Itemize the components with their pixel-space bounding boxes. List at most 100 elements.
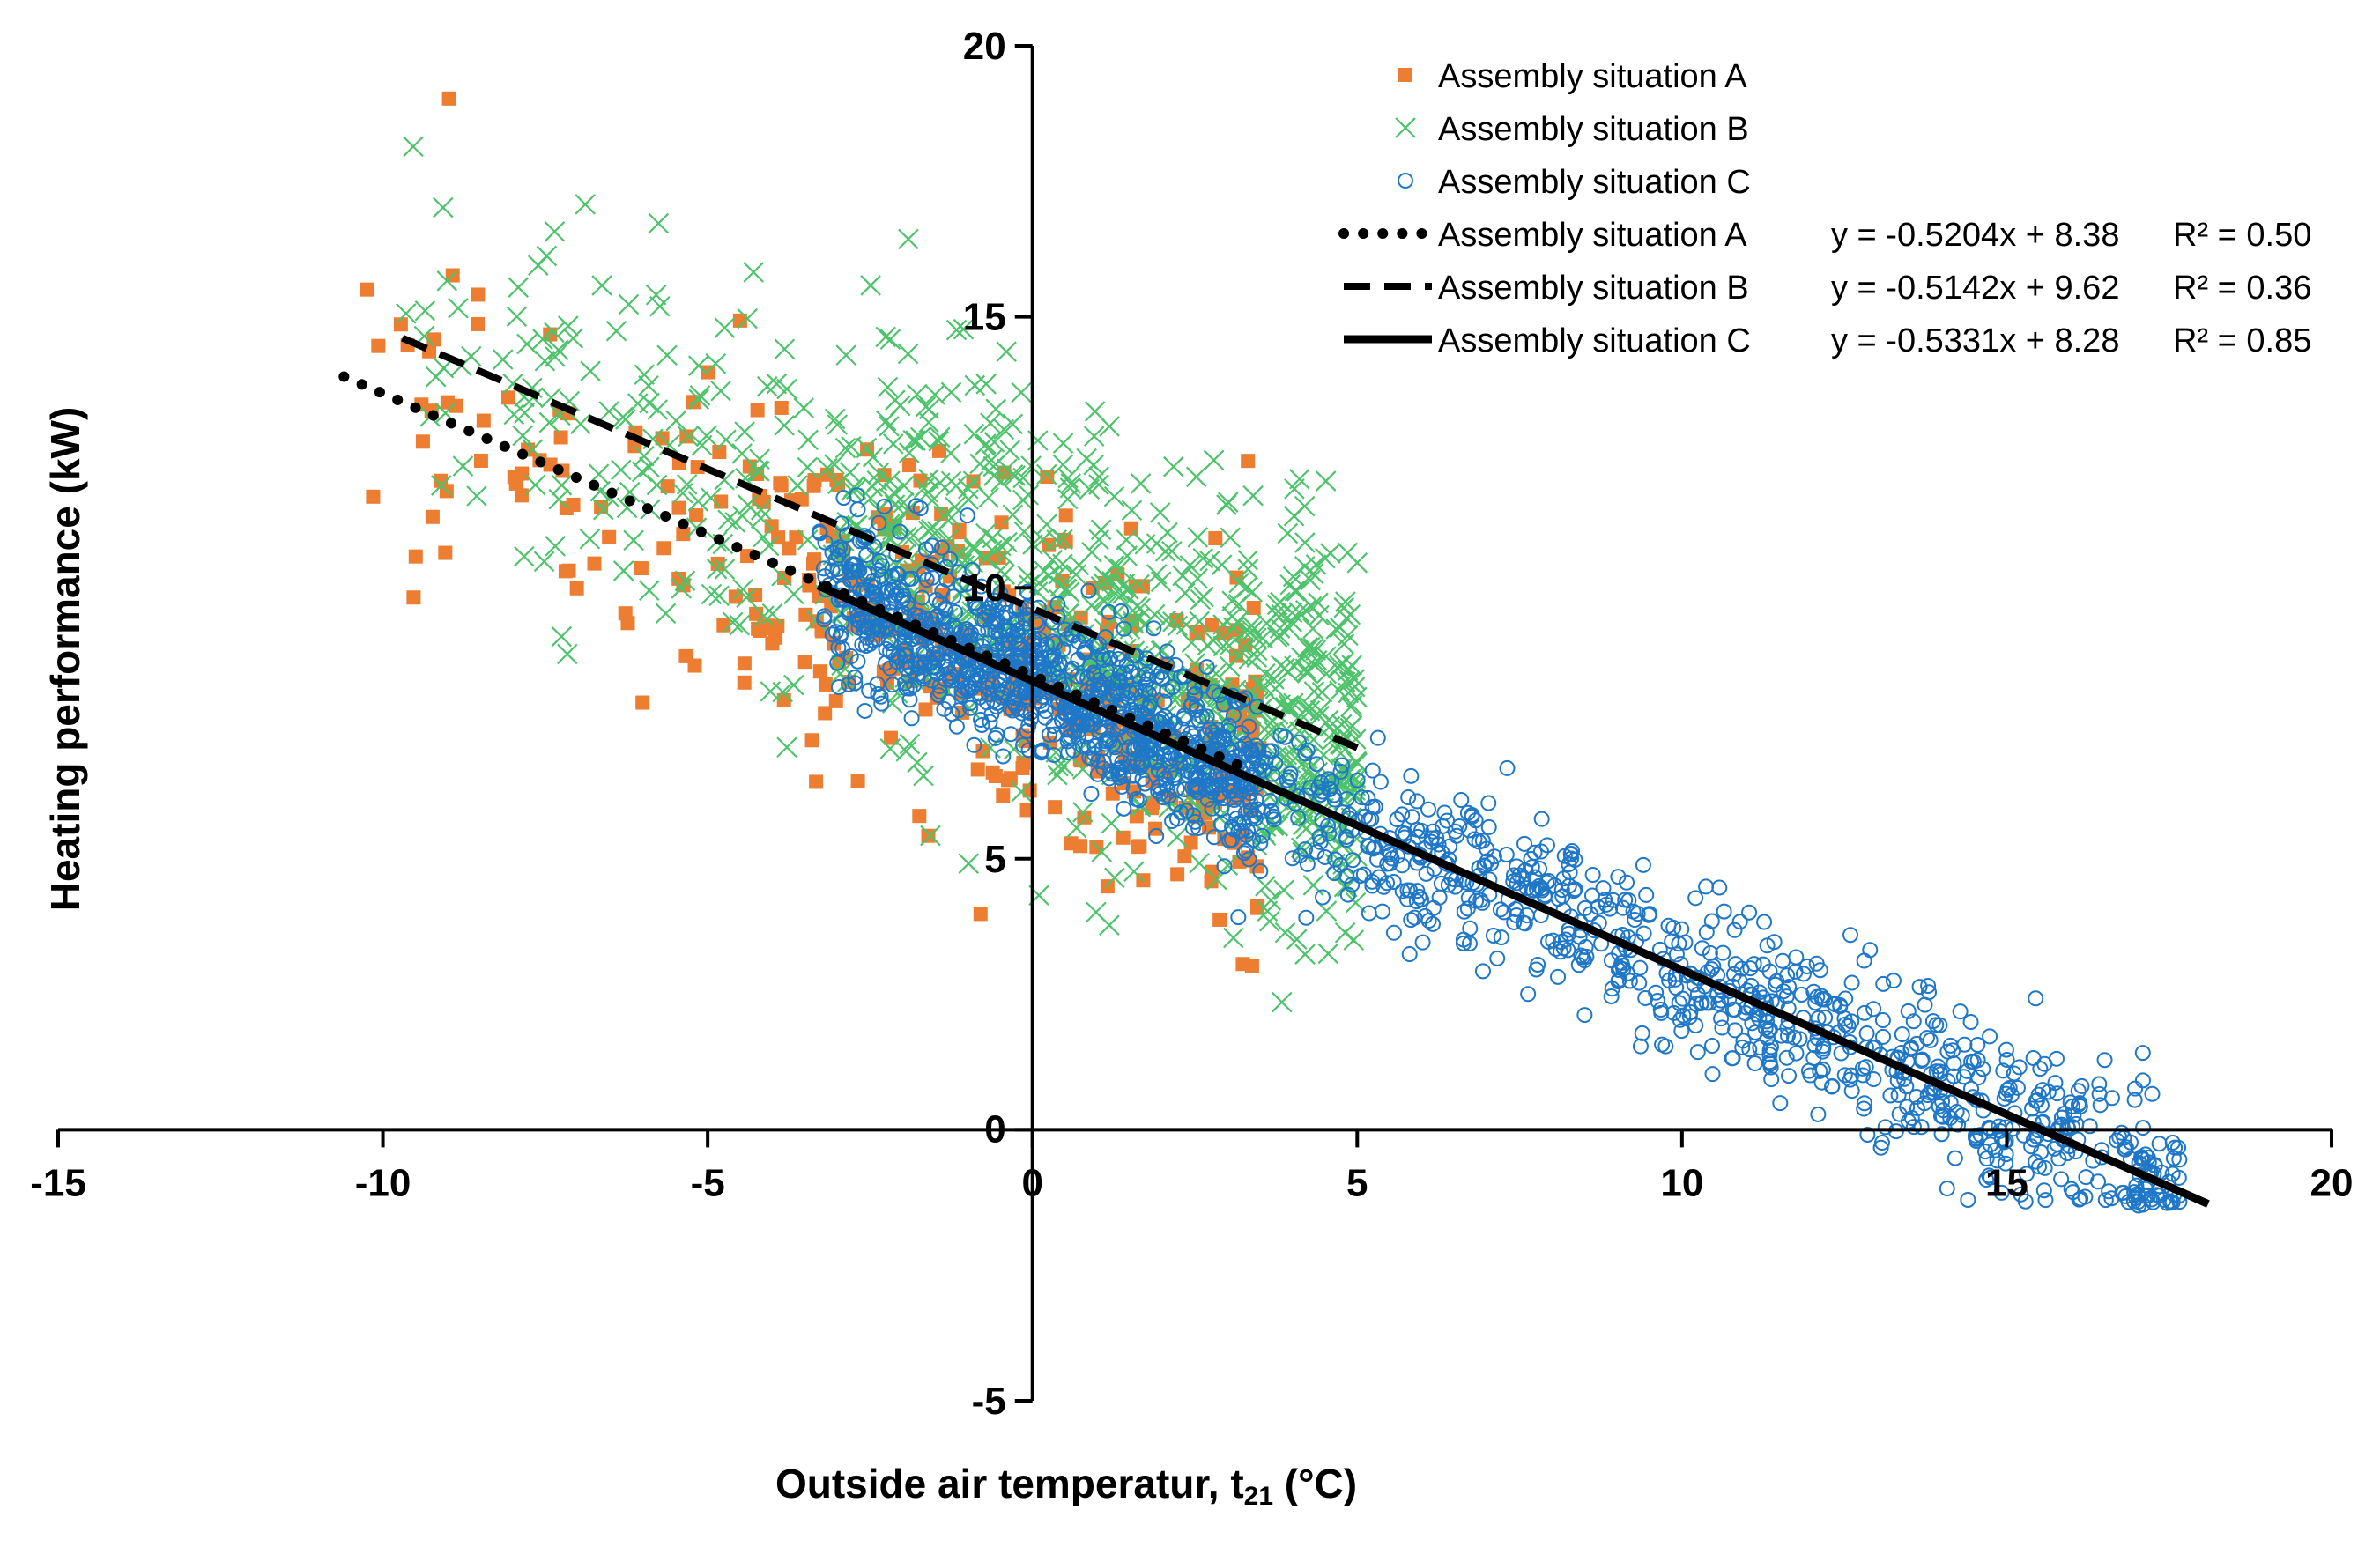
data-point-stroke	[1253, 675, 1274, 697]
data-point	[1418, 865, 1435, 882]
data-point-stroke	[1192, 547, 1214, 569]
data-point-stroke	[1273, 747, 1294, 768]
data-point-stroke	[557, 643, 578, 665]
data-point	[1962, 1014, 1979, 1031]
data-point	[918, 702, 933, 717]
data-point	[1288, 602, 1310, 623]
data-point	[750, 507, 772, 529]
data-point	[1960, 1191, 1976, 1208]
data-point	[1703, 913, 1720, 929]
data-point	[944, 668, 960, 685]
data-point	[566, 497, 581, 512]
data-point-stroke	[1257, 900, 1279, 922]
data-point	[1121, 500, 1143, 522]
data-point	[1172, 565, 1193, 587]
data-point-stroke	[1279, 574, 1301, 596]
data-point-stroke	[1150, 571, 1172, 593]
data-point	[1611, 972, 1627, 988]
data-point	[1664, 933, 1680, 950]
data-point	[886, 513, 908, 534]
data-point-stroke	[783, 583, 804, 605]
data-point	[988, 642, 1005, 659]
data-point-stroke	[1264, 678, 1286, 699]
data-point-stroke	[1255, 816, 1277, 838]
data-point-stroke	[1189, 852, 1210, 874]
data-point	[996, 341, 1017, 362]
data-point-stroke	[687, 355, 709, 376]
data-point-stroke	[1242, 619, 1264, 641]
data-point	[997, 604, 1014, 621]
data-point	[1222, 782, 1239, 799]
data-point-stroke	[1317, 943, 1339, 965]
data-point	[1048, 564, 1069, 585]
data-point	[1121, 683, 1138, 699]
data-point	[2053, 1171, 2070, 1188]
data-point	[787, 475, 808, 496]
data-point	[2053, 1109, 2070, 1126]
data-point	[1824, 1078, 1841, 1095]
data-point	[1189, 852, 1210, 874]
data-point	[990, 617, 1006, 633]
data-point	[1125, 752, 1142, 769]
data-point-stroke	[1300, 569, 1321, 591]
data-point	[1002, 504, 1024, 526]
data-point	[1048, 800, 1063, 815]
data-point-stroke	[902, 429, 923, 451]
data-point	[1062, 728, 1079, 744]
data-point	[2135, 1196, 2152, 1213]
data-point	[714, 559, 736, 580]
data-point	[2059, 1118, 2076, 1135]
data-point	[1317, 709, 1339, 731]
data-point-stroke	[1090, 575, 1112, 597]
data-point	[1279, 699, 1301, 721]
data-point	[1217, 492, 1239, 513]
data-point-stroke	[1126, 596, 1148, 617]
data-point-stroke	[729, 614, 751, 636]
data-point	[1134, 771, 1151, 788]
data-point	[774, 415, 795, 436]
data-point-stroke	[623, 529, 644, 551]
data-point	[1346, 751, 1367, 773]
data-point	[1946, 1150, 1963, 1166]
data-point-stroke	[879, 416, 900, 437]
data-point	[1111, 674, 1128, 691]
data-point	[2031, 1158, 2048, 1175]
data-point	[1635, 925, 1652, 942]
data-point	[1520, 986, 1537, 1003]
data-point-stroke	[558, 315, 579, 337]
data-point-stroke	[963, 423, 985, 445]
data-point	[514, 488, 529, 503]
data-point	[701, 583, 723, 605]
data-point-stroke	[714, 559, 736, 580]
data-point	[548, 488, 570, 510]
data-point-stroke	[589, 480, 611, 502]
data-point	[843, 564, 860, 581]
data-point	[974, 716, 990, 733]
data-point-stroke	[593, 499, 614, 521]
data-point	[1689, 1044, 1706, 1061]
data-point	[611, 459, 632, 481]
data-point	[812, 525, 828, 542]
data-point-stroke	[533, 551, 555, 573]
data-point-stroke	[678, 426, 699, 448]
data-point	[598, 401, 619, 422]
data-point	[1166, 826, 1188, 848]
data-point	[1264, 669, 1285, 690]
data-point	[1221, 833, 1238, 849]
data-point	[1146, 620, 1162, 637]
data-point-stroke	[1005, 465, 1026, 486]
data-point	[545, 346, 566, 367]
data-point	[829, 655, 846, 671]
data-point	[1424, 915, 1441, 932]
data-point-stroke	[1315, 547, 1336, 569]
data-point-stroke	[922, 490, 943, 511]
data-point	[1805, 1050, 1822, 1067]
data-point	[1118, 579, 1139, 600]
data-point-stroke	[1341, 694, 1363, 716]
data-point	[1999, 1081, 2016, 1098]
data-point	[672, 482, 693, 504]
data-point-stroke	[766, 373, 788, 395]
data-point	[918, 398, 940, 420]
data-point	[782, 541, 797, 556]
data-point-stroke	[1175, 614, 1197, 635]
